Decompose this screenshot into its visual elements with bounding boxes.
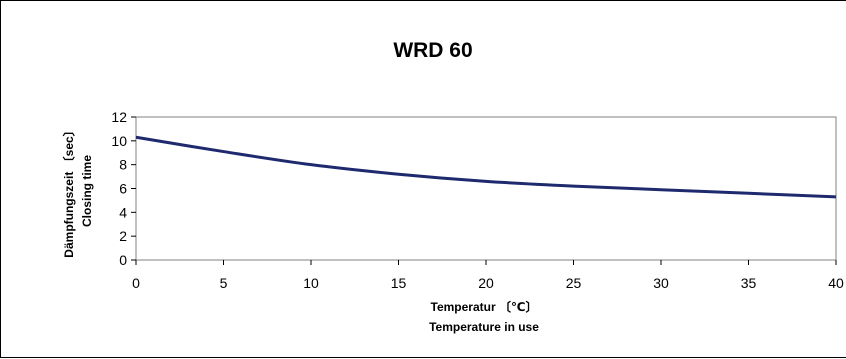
chart-title: WRD 60 — [393, 39, 472, 62]
x-axis-label-en: Temperature in use — [429, 320, 539, 334]
x-tick-label: 30 — [653, 275, 669, 291]
y-tick-label: 12 — [111, 109, 127, 125]
x-tick-label: 10 — [303, 275, 319, 291]
y-tick-label: 10 — [111, 133, 127, 149]
series-line-closing-time — [135, 135, 837, 199]
x-tick-label: 25 — [566, 275, 582, 291]
x-tick-label: 35 — [741, 275, 757, 291]
x-tick-label: 20 — [478, 275, 494, 291]
x-tick-label: 40 — [828, 275, 844, 291]
plot-area: 0 2 4 6 8 10 12 0 5 10 15 20 25 30 35 40 — [111, 109, 844, 291]
y-axis: 0 2 4 6 8 10 12 — [111, 109, 136, 268]
plot-frame — [135, 116, 837, 261]
x-axis-label-de: Temperatur 〔℃〕 — [431, 299, 538, 314]
x-axis: 0 5 10 15 20 25 30 35 40 — [132, 260, 844, 291]
y-tick-label: 6 — [119, 181, 127, 197]
y-tick-label: 2 — [119, 228, 127, 244]
y-axis-label-de: Dämpfungszeit 〔sec〕 — [61, 124, 76, 257]
x-tick-label: 15 — [391, 275, 407, 291]
y-axis-label-en: Closing time — [80, 155, 94, 227]
x-tick-label: 0 — [132, 275, 140, 291]
x-tick-label: 5 — [220, 275, 228, 291]
y-tick-label: 0 — [119, 252, 127, 268]
y-tick-label: 4 — [119, 204, 127, 220]
y-tick-label: 8 — [119, 157, 127, 173]
